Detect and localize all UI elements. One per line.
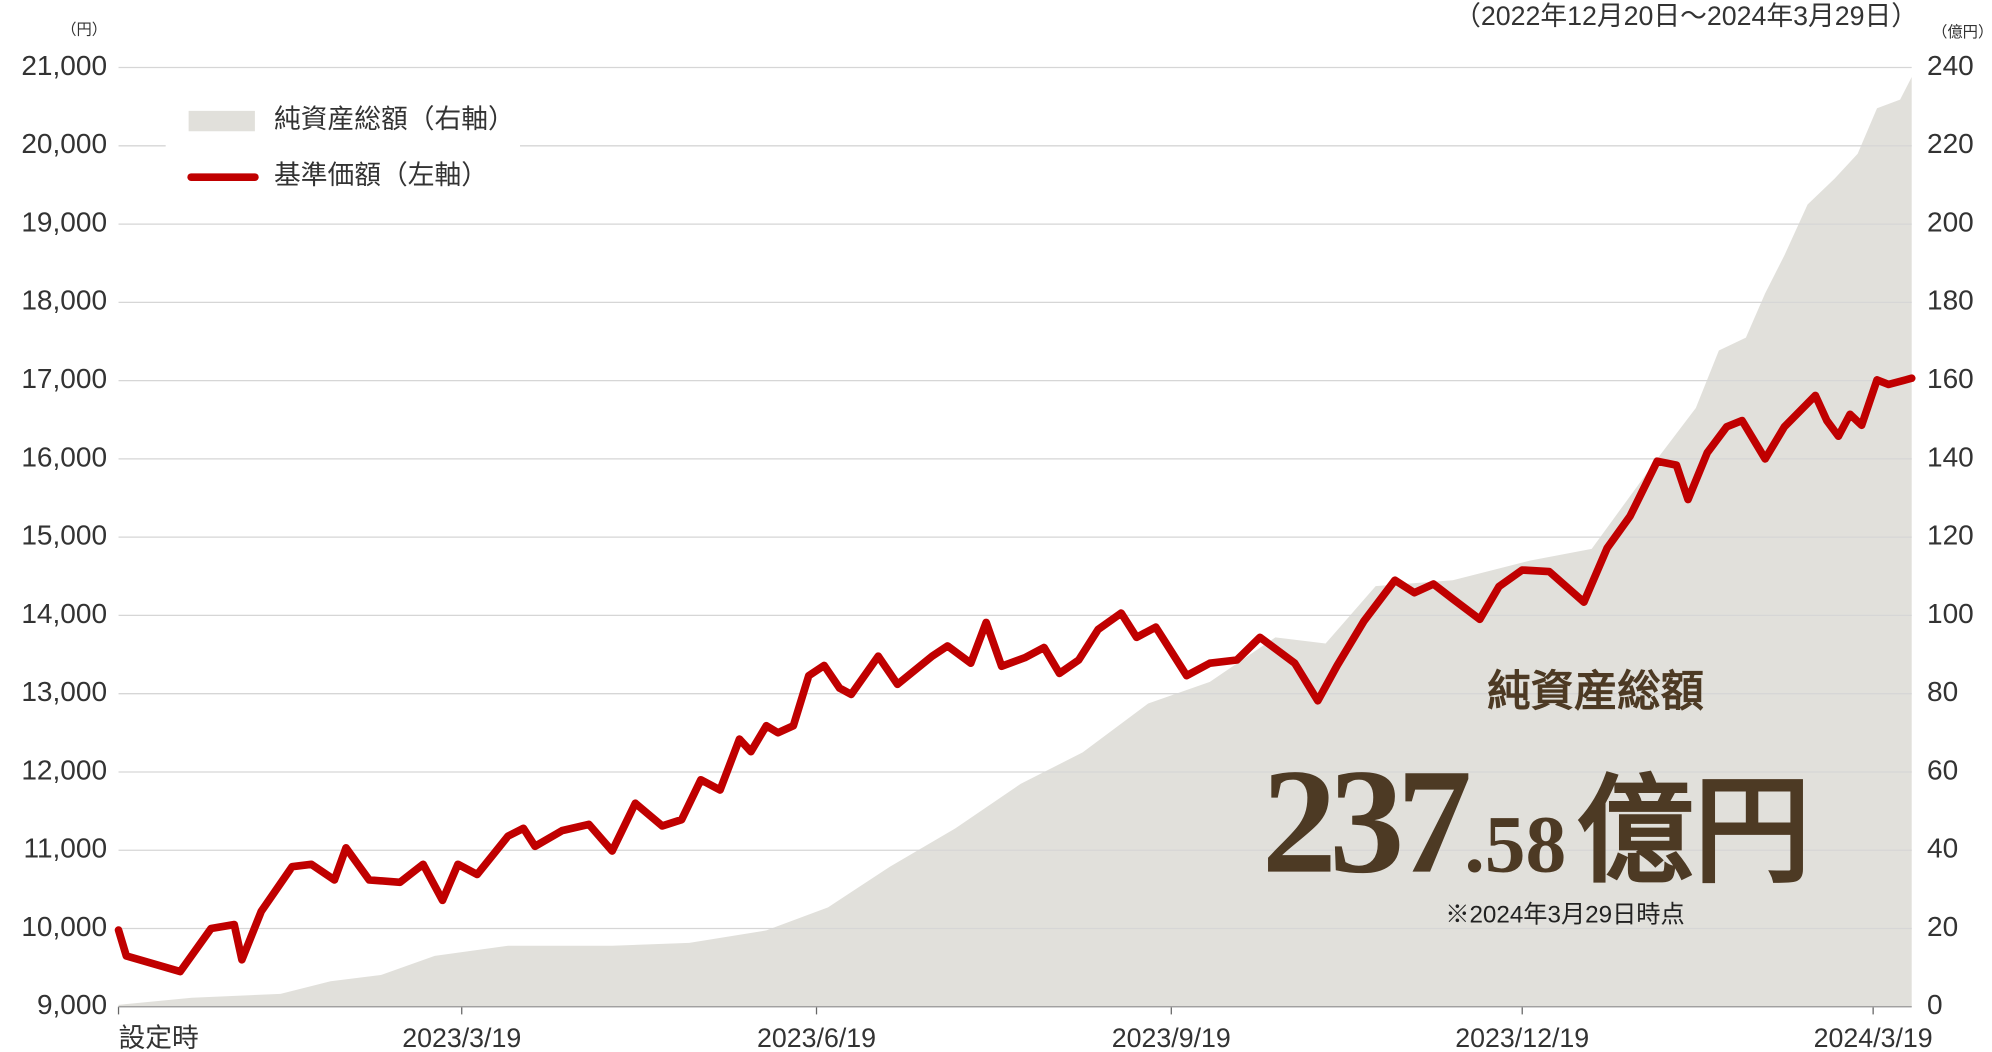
annotation-decimal: .58 (1464, 799, 1566, 890)
y2-tick-label: 40 (1927, 833, 1958, 864)
plot (118, 76, 1912, 1007)
x-tick-label: 2023/12/19 (1455, 1023, 1589, 1052)
legend-swatch (188, 110, 255, 132)
legend-box (165, 89, 520, 207)
annotation-value: 237.58 億円 (1262, 738, 1811, 905)
y2-tick-label: 220 (1927, 128, 1974, 159)
y-tick-label: 16,000 (21, 441, 107, 472)
y-tick-label: 21,000 (21, 50, 107, 81)
x-tick-label: 2023/6/19 (757, 1023, 876, 1052)
x-tick-label: 2023/9/19 (1112, 1023, 1231, 1052)
y2-tick-label: 100 (1927, 598, 1974, 629)
y-tick-label: 11,000 (23, 833, 107, 864)
y2-tick-label: 160 (1927, 363, 1974, 394)
y2-unit: （億円） (1932, 24, 1992, 41)
y-tick-label: 17,000 (21, 363, 107, 394)
y2-tick-label: 60 (1927, 754, 1958, 785)
y2-tick-label: 120 (1927, 520, 1974, 551)
y-tick-label: 9,000 (37, 989, 107, 1020)
y2-tick-label: 240 (1927, 50, 1974, 81)
x-tick-label: 2024/3/19 (1814, 1023, 1933, 1052)
line (114, 374, 1916, 976)
y-tick-label: 13,000 (21, 676, 107, 707)
annotation-integer: 237 (1262, 738, 1469, 905)
annotation-title: 純資産総額 (1487, 668, 1704, 716)
y-tick-label: 18,000 (21, 285, 107, 316)
y-tick-label: 10,000 (21, 911, 107, 942)
y-tick-label: 19,000 (21, 206, 107, 237)
area (118, 76, 1912, 1007)
y-tick-label: 12,000 (21, 754, 107, 785)
y2-tick-label: 140 (1927, 441, 1974, 472)
y2-tick-label: 80 (1927, 676, 1958, 707)
y-unit: （円） (61, 22, 107, 39)
y-tick-label: 15,000 (21, 520, 107, 551)
y2-tick-label: 20 (1927, 911, 1958, 942)
chart-subtitle: （2022年12月20日～2024年3月29日） (1454, 1, 1918, 31)
annotation-unit: 億円 (1576, 769, 1810, 898)
legend-label: 純資産総額（右軸） (274, 104, 515, 134)
legend-label: 基準価額（左軸） (274, 160, 488, 190)
y-tick-label: 14,000 (21, 598, 107, 629)
x-tick-label: 2023/3/19 (402, 1023, 521, 1052)
annotation-note: ※2024年3月29日時点 (1445, 902, 1684, 929)
y2-tick-label: 0 (1927, 989, 1943, 1020)
y2-tick-label: 180 (1927, 285, 1974, 316)
y2-tick-label: 200 (1927, 206, 1974, 237)
y-tick-label: 20,000 (21, 128, 107, 159)
x-tick-label: 設定時 (119, 1023, 199, 1052)
